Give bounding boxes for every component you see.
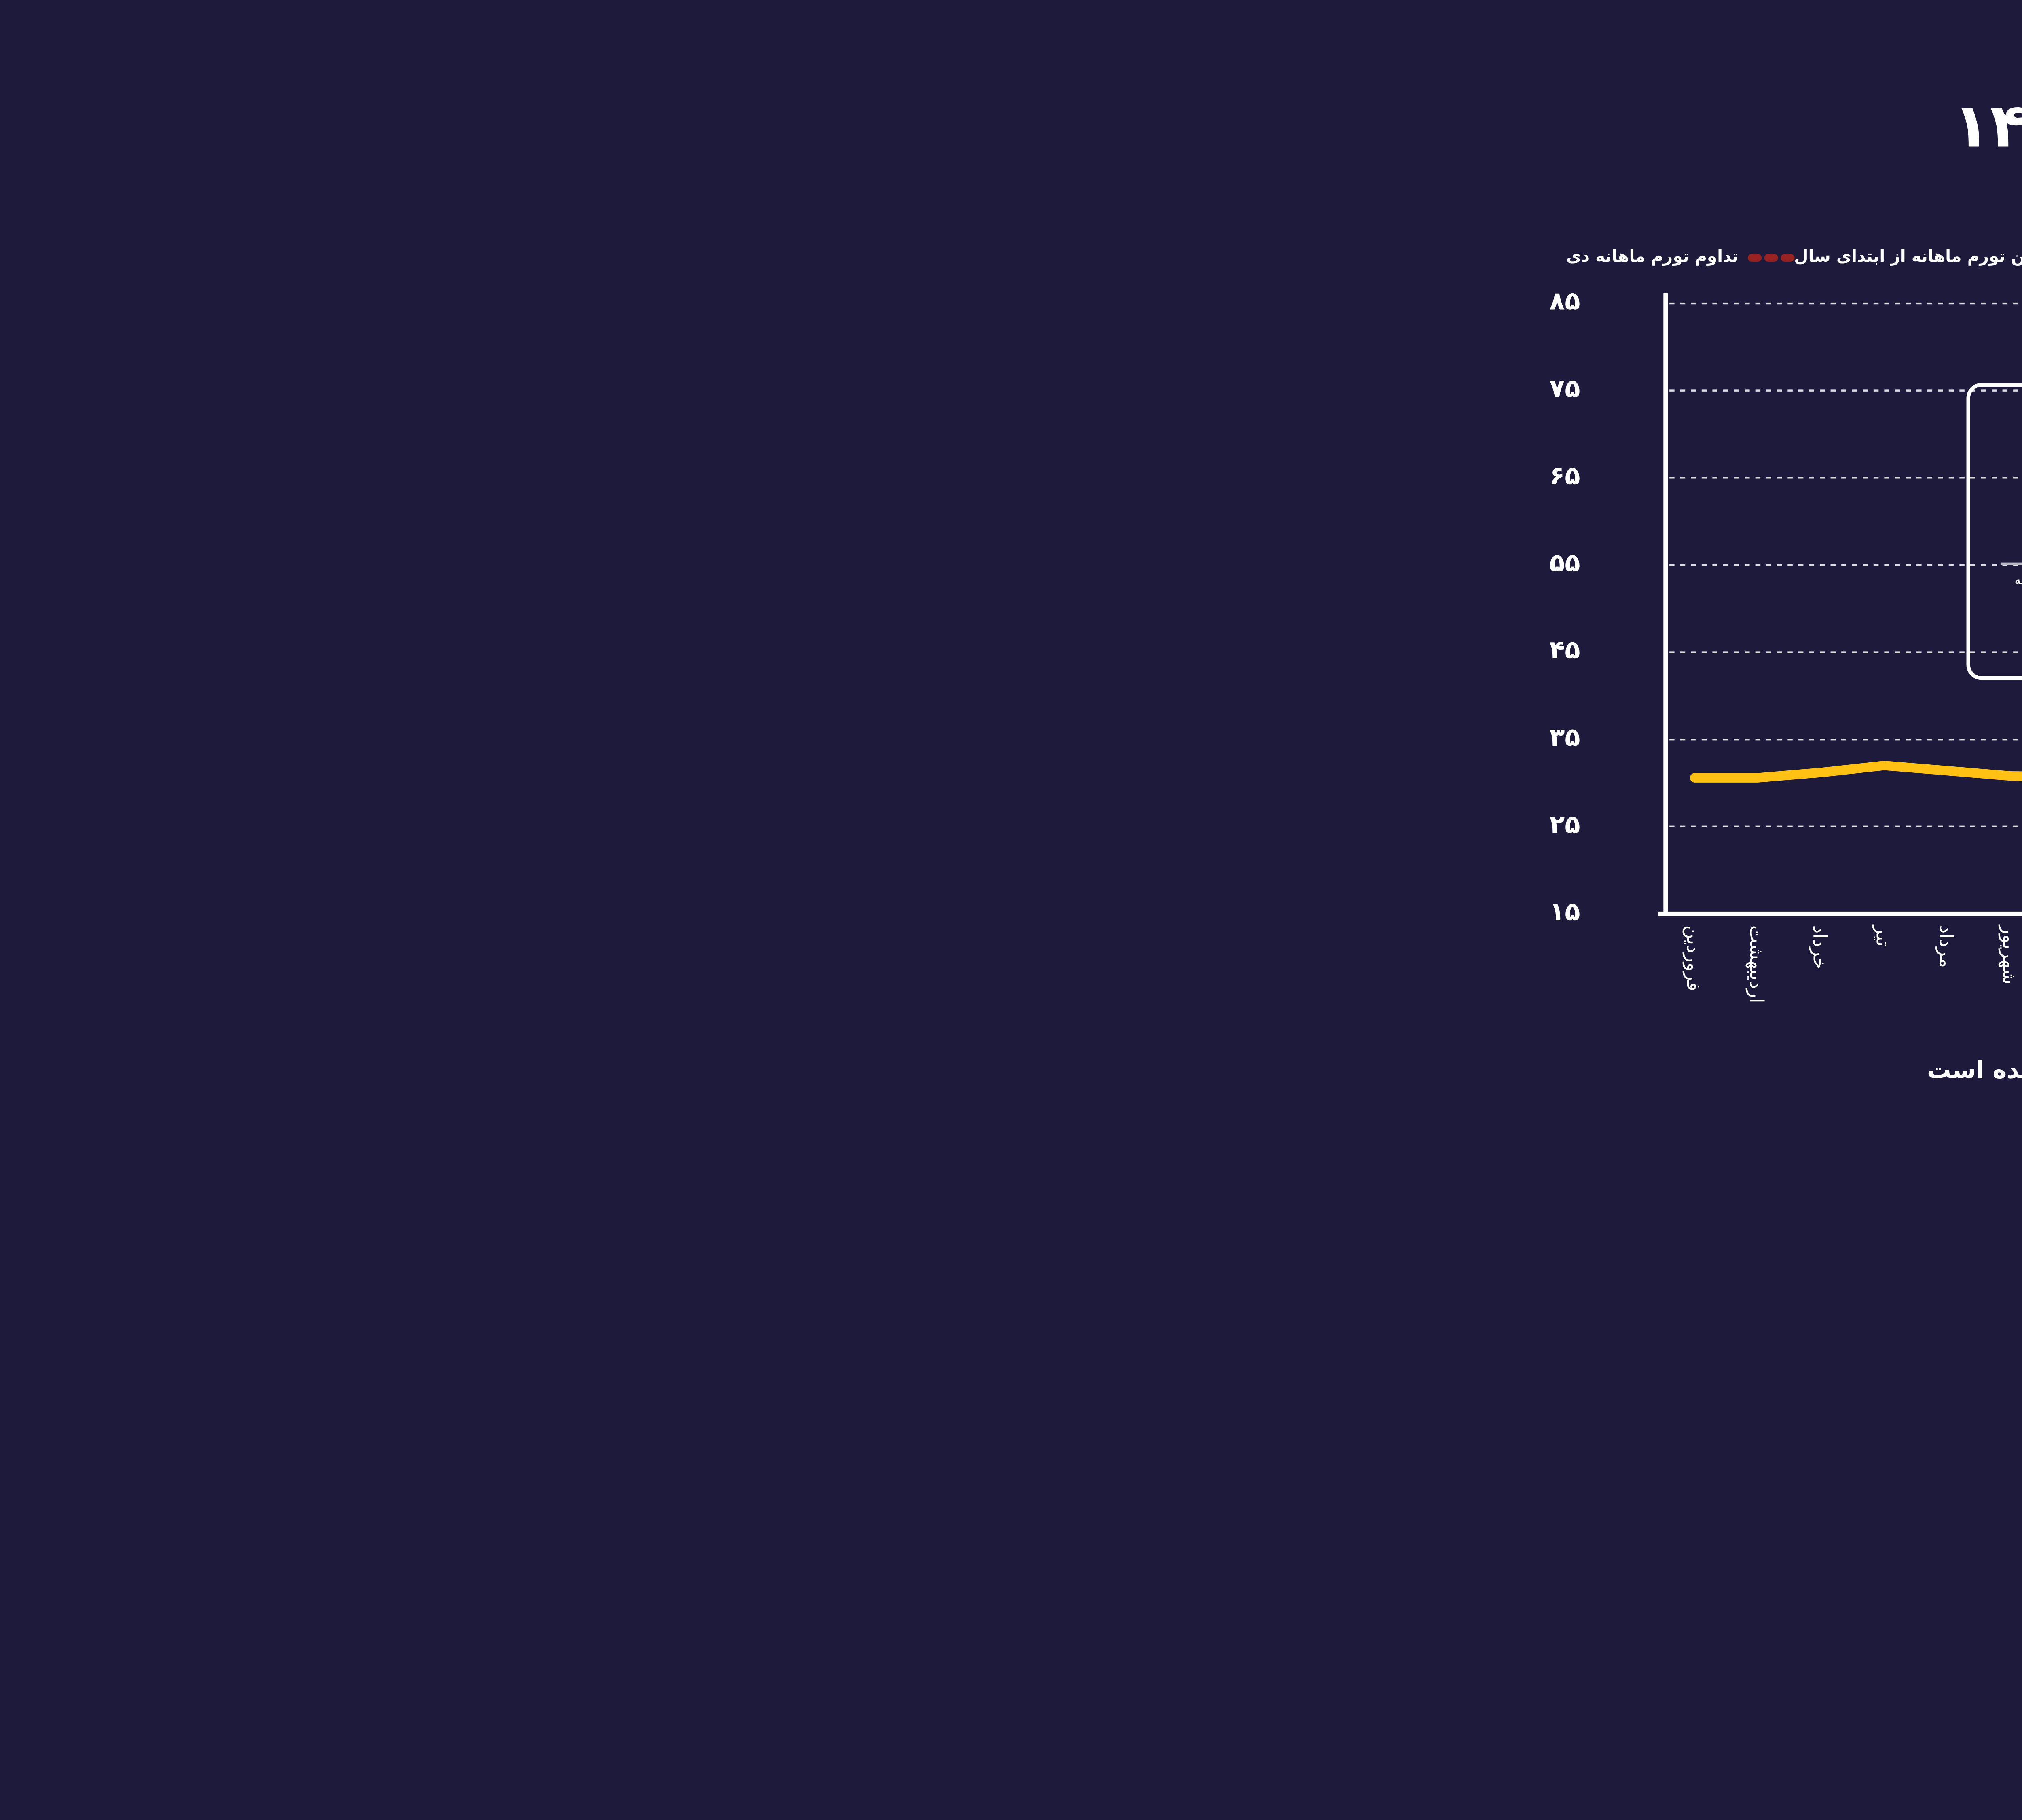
month-label: فروردین bbox=[1682, 925, 1705, 991]
legend-item-4: تداوم تورم ماهانه دی bbox=[1566, 248, 1794, 267]
y-tick-label: ۵۵ bbox=[1549, 547, 1580, 578]
year-label: ۱۴۰۳ bbox=[1983, 993, 2022, 1024]
inset-baseline bbox=[2000, 562, 2022, 565]
month-label: تیر bbox=[1872, 925, 1895, 947]
legend-dash-swatch bbox=[1747, 253, 1794, 261]
legend-item-3: تداوم میانگین تورم ماهانه از ابتدای سال bbox=[1794, 248, 2022, 267]
month-label: اردیبهشت bbox=[1745, 925, 1768, 1003]
chart-legend: تداوم میانگین تورم ماهانه از ابتدای دولت… bbox=[1566, 248, 2022, 267]
month-label: خرداد bbox=[1808, 925, 1832, 970]
y-tick-label: ۷۵ bbox=[1549, 372, 1580, 403]
y-tick-label: ۳۵ bbox=[1549, 722, 1580, 752]
inflation-forecast-infographic: نمودار پیش‌بینی تورم نقطه به نقطه ۱۴۰۴ (… bbox=[1375, 0, 2022, 1138]
month-label: مرداد bbox=[1935, 925, 1958, 968]
series-actual bbox=[1690, 761, 2022, 783]
y-tick-label: ۴۵ bbox=[1549, 634, 1580, 665]
y-tick-label: ۱۵ bbox=[1549, 896, 1580, 927]
page-title: نمودار پیش‌بینی تورم نقطه به نقطه ۱۴۰۴ bbox=[1953, 91, 2022, 162]
scenario-bar-value: ۷۳٫۱ bbox=[2016, 425, 2022, 445]
month-label: شهریور bbox=[1998, 925, 2021, 985]
legend-label: تداوم میانگین تورم ماهانه از ابتدای سال bbox=[1794, 248, 2022, 267]
line-chart bbox=[1658, 293, 2022, 916]
y-tick-label: ۶۵ bbox=[1549, 460, 1580, 491]
legend-label: تداوم تورم ماهانه دی bbox=[1566, 248, 1739, 267]
y-tick-label: ۸۵ bbox=[1549, 286, 1580, 316]
scenario-bar-label: تداوم تورم ماهانه دی bbox=[2014, 574, 2022, 588]
y-tick-label: ۲۵ bbox=[1549, 809, 1580, 839]
footnote-text: پیش‌بینی‌ها بر اساس «میانگین تورم ماهانه… bbox=[1927, 1056, 2022, 1085]
scenario-bar-chart-inset: ۷۳٫۱تداوم تورم ماهانه دی۶۱٫۰تداوم میانگی… bbox=[1966, 383, 2022, 680]
